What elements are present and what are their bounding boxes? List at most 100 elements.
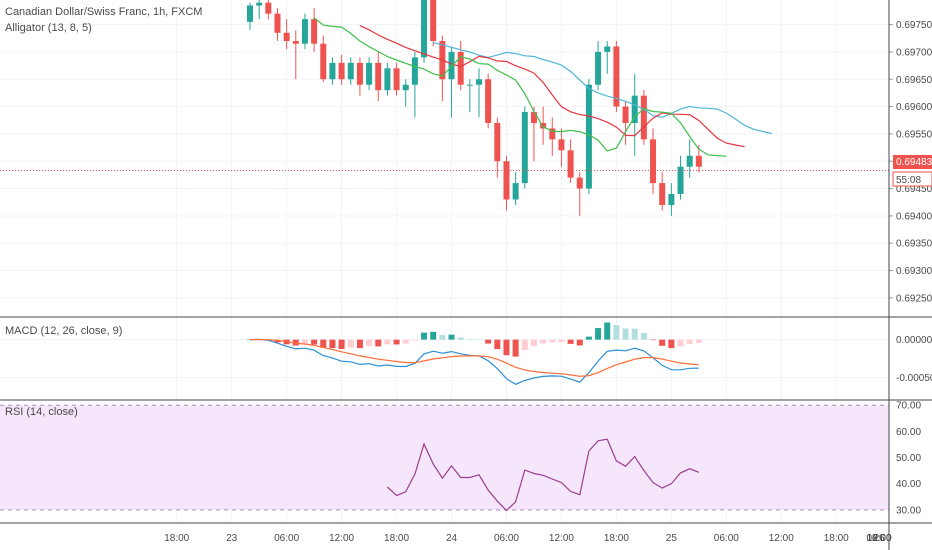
time-tick-label: 12:00 [769, 533, 794, 544]
candle-body [292, 40, 299, 44]
text-layer: Canadian Dollar/Swiss Franc, 1h, FXCM Al… [5, 6, 932, 418]
candle-body [283, 32, 290, 41]
time-tick-label: 06:00 [494, 533, 519, 544]
candle-body [274, 13, 281, 33]
candle-body [301, 19, 308, 44]
macd-histogram-bar [640, 333, 647, 340]
candle-body [631, 95, 638, 123]
candle-body [320, 43, 327, 80]
macd-histogram-bar [476, 339, 482, 341]
candle-body [650, 139, 657, 184]
macd-histogram-bar [677, 339, 684, 347]
time-tick-label: 18:00 [824, 533, 849, 544]
countdown-label: 55:08 [896, 175, 921, 186]
candle-body [375, 62, 382, 91]
candle-body [329, 62, 336, 80]
candle-body [549, 128, 556, 140]
macd-histogram-bar [622, 328, 629, 340]
time-tick-label: 23 [226, 533, 238, 544]
time-tick-label: 18:00 [384, 533, 409, 544]
candle-body [384, 68, 391, 91]
macd-histogram-bar [311, 339, 318, 345]
time-tick-label: 18:00 [164, 533, 189, 544]
candle-body [622, 106, 629, 123]
candle-body [356, 62, 363, 85]
candle-body [604, 46, 611, 52]
candle-body [503, 161, 510, 200]
candle-body [494, 122, 501, 162]
macd-histogram-bar [613, 324, 620, 340]
time-tick-label: 18:00 [866, 533, 891, 544]
rsi-tick-label: 70.00 [896, 401, 921, 412]
current-price-box [893, 155, 932, 169]
macd-histogram-bar [604, 322, 611, 340]
macd-histogram-bar [466, 339, 473, 340]
rsi-legend: RSI (14, close) [5, 406, 78, 418]
macd-tick-label: -0.00050 [896, 373, 932, 384]
macd-histogram-bar [356, 339, 363, 349]
candle-body [411, 57, 418, 85]
candle-body [540, 122, 547, 129]
candle-body [640, 95, 647, 140]
macd-histogram-bar [393, 339, 400, 345]
macd-histogram-bar [402, 339, 409, 344]
macd-histogram-bar [558, 339, 565, 343]
price-tick-label: 0.69300 [896, 266, 932, 277]
macd-histogram-bar [686, 339, 693, 344]
alligator-lips-line [313, 17, 727, 157]
candle-body [311, 19, 318, 44]
alligator-jaw-line [433, 41, 773, 135]
candle-body [613, 46, 620, 107]
candle-body [585, 84, 592, 189]
macd-histogram-bar [384, 339, 391, 345]
candle-body [421, 0, 428, 58]
candle-body [595, 51, 602, 85]
candle-body [430, 0, 437, 41]
price-tick-label: 0.69350 [896, 239, 932, 250]
candle-body [677, 166, 684, 195]
macd-histogram-bar [430, 331, 437, 340]
macd-histogram-bar [366, 339, 373, 346]
macd-histogram-bar [659, 339, 666, 346]
macd-histogram-bar [347, 339, 354, 348]
time-tick-label: 06:00 [714, 533, 739, 544]
macd-histogram-bar [668, 339, 675, 349]
candle-body [668, 194, 675, 205]
macd-histogram-bar [567, 339, 574, 344]
macd-histogram-bar [494, 339, 501, 350]
macd-histogram-bar [485, 339, 492, 344]
macd-legend: MACD (12, 26, close, 9) [5, 325, 122, 337]
candle-body [265, 2, 272, 14]
macd-histogram-bar [320, 339, 327, 348]
candle-body [558, 139, 565, 151]
price-tick-label: 0.69550 [896, 129, 932, 140]
macd-histogram-bar [695, 339, 702, 343]
macd-histogram-bar [631, 328, 638, 340]
price-tick-label: 0.69600 [896, 102, 932, 113]
time-tick-label: 24 [446, 533, 458, 544]
macd-histogram-bar [274, 339, 281, 343]
price-tick-label: 0.69450 [896, 184, 932, 195]
candle-body [247, 5, 253, 22]
time-tick-label: 06:00 [866, 533, 891, 544]
rsi-tick-label: 60.00 [896, 427, 921, 438]
candle-body [521, 112, 528, 184]
candle-body [466, 84, 473, 86]
macd-histogram-bar [549, 339, 556, 343]
price-tick-label: 0.69400 [896, 211, 932, 222]
macd-histogram-bar [595, 328, 602, 340]
series-layer [0, 0, 889, 512]
macd-histogram-bar [585, 336, 592, 340]
macd-histogram-bar [503, 339, 510, 356]
time-tick-label: 12:00 [329, 533, 354, 544]
macd-histogram-bar [650, 339, 657, 341]
macd-histogram-bar [530, 339, 537, 347]
countdown-box [892, 171, 932, 187]
macd-histogram-bar [329, 339, 336, 349]
candle-body [485, 79, 492, 123]
macd-histogram-bar [521, 339, 528, 351]
candle-body [256, 2, 263, 6]
rsi-tick-label: 30.00 [896, 505, 921, 516]
